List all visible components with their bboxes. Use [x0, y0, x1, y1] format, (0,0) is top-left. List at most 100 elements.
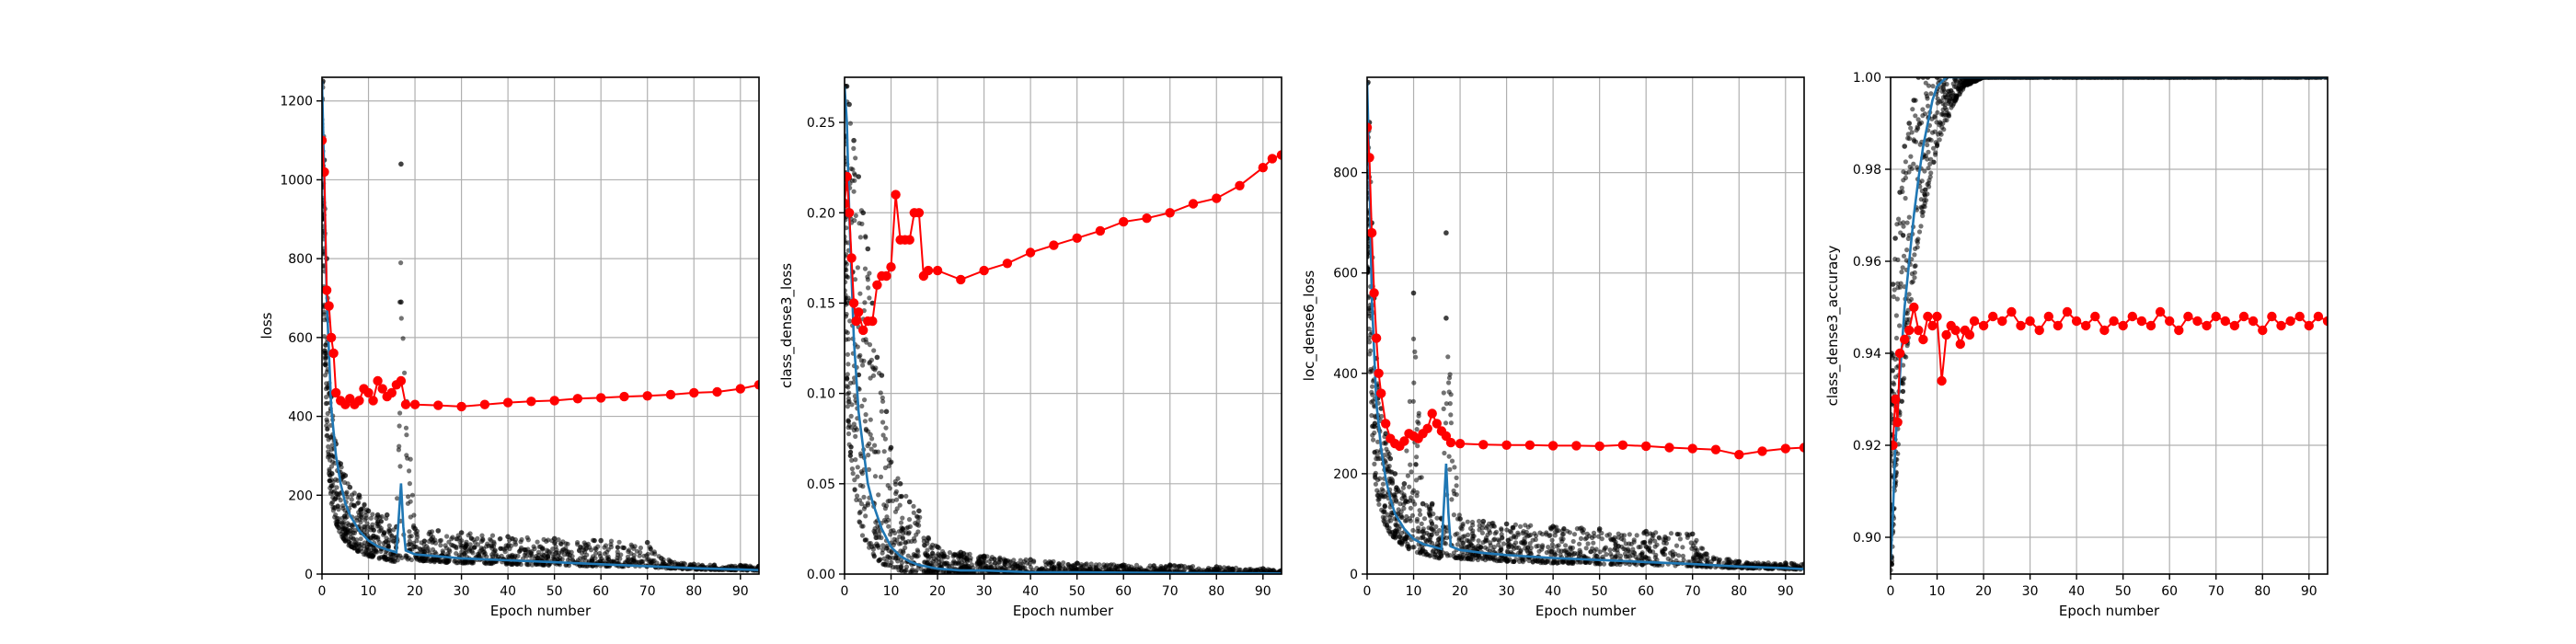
- train-batch-point: [1393, 528, 1398, 534]
- train-batch-point: [1049, 566, 1054, 571]
- train-batch-point: [851, 380, 857, 385]
- train-batch-point: [851, 145, 857, 151]
- x-tick-label: 10: [361, 584, 377, 599]
- train-batch-point: [1615, 550, 1620, 556]
- train-batch-point: [1399, 515, 1405, 521]
- train-batch-point: [926, 535, 931, 541]
- x-tick-label: 10: [883, 584, 900, 599]
- train-batch-point: [1540, 543, 1546, 548]
- train-batch-point: [330, 483, 336, 489]
- train-batch-point: [523, 561, 530, 567]
- train-batch-point: [1443, 230, 1449, 236]
- validation-point: [845, 199, 850, 209]
- x-tick-label: 60: [1115, 584, 1132, 599]
- train-batch-point: [1417, 508, 1422, 513]
- validation-point: [1235, 180, 1245, 190]
- train-batch-point: [489, 538, 494, 544]
- train-batch-point: [1907, 164, 1913, 169]
- train-batch-point: [1560, 536, 1566, 542]
- train-batch-point: [1370, 398, 1375, 404]
- train-batch-point: [363, 512, 369, 519]
- train-batch-point: [472, 545, 477, 550]
- train-batch-point: [463, 543, 468, 548]
- train-batch-point: [1488, 530, 1493, 535]
- x-tick-label: 90: [732, 584, 749, 599]
- validation-point: [1367, 227, 1377, 238]
- x-tick-label: 20: [929, 584, 946, 599]
- validation-point: [1095, 225, 1106, 236]
- validation-point: [572, 394, 583, 404]
- train-batch-point: [1039, 567, 1044, 572]
- train-batch-point: [1367, 270, 1371, 275]
- train-batch-point: [1443, 541, 1448, 546]
- x-axis-label: Epoch number: [1535, 603, 1637, 619]
- train-batch-point: [397, 410, 403, 416]
- train-batch-point: [1372, 461, 1377, 466]
- train-batch-point: [866, 466, 872, 472]
- train-batch-point: [592, 538, 597, 544]
- train-batch-point: [875, 528, 880, 534]
- train-batch-point: [998, 565, 1004, 570]
- train-batch-point: [608, 538, 615, 544]
- y-tick-label: 0.05: [807, 477, 835, 492]
- x-tick-label: 30: [454, 584, 470, 599]
- train-batch-point: [1412, 501, 1418, 507]
- validation-point: [1371, 333, 1382, 343]
- train-batch-point: [1724, 557, 1730, 562]
- train-batch-point: [1523, 523, 1528, 528]
- train-batch-point: [1378, 492, 1384, 498]
- train-batch-point: [857, 520, 863, 525]
- train-batch-point: [1428, 535, 1433, 540]
- train-batch-point: [408, 499, 413, 504]
- train-batch-point: [1640, 540, 1646, 546]
- train-batch-point: [370, 553, 376, 558]
- train-batch-point: [1478, 544, 1484, 550]
- train-batch-point: [1546, 545, 1551, 550]
- train-batch-point: [1381, 509, 1386, 515]
- validation-point: [868, 316, 878, 327]
- train-batch-point: [524, 535, 530, 540]
- train-batch-point: [1504, 527, 1510, 533]
- train-batch-point: [1431, 512, 1436, 517]
- train-batch-point: [638, 545, 644, 551]
- train-batch-point: [336, 507, 341, 512]
- train-batch-point: [1414, 454, 1420, 460]
- train-batch-point: [845, 351, 851, 357]
- x-tick-label: 50: [1592, 584, 1608, 599]
- x-tick-label: 20: [407, 584, 423, 599]
- train-batch-point: [1613, 539, 1618, 545]
- train-batch-point: [899, 568, 904, 573]
- train-batch-point: [997, 557, 1003, 562]
- train-batch-point: [1596, 526, 1603, 532]
- train-batch-point: [1368, 366, 1374, 373]
- validation-point: [1188, 199, 1199, 209]
- train-batch-point: [911, 510, 916, 515]
- train-batch-point: [322, 312, 327, 317]
- train-batch-point: [345, 481, 351, 487]
- train-batch-point: [1704, 551, 1709, 557]
- train-batch-point: [859, 533, 866, 538]
- validation-point: [1212, 193, 1222, 203]
- train-batch-point: [386, 523, 392, 528]
- train-batch-point: [847, 453, 853, 458]
- train-batch-point: [868, 417, 873, 422]
- train-batch-point: [395, 496, 400, 501]
- train-batch-point: [1367, 326, 1372, 332]
- train-batch-point: [1413, 354, 1419, 360]
- y-tick-label: 0.20: [807, 206, 835, 221]
- train-batch-point: [849, 466, 856, 472]
- train-batch-point: [1408, 462, 1413, 467]
- train-batch-point: [407, 481, 412, 487]
- train-batch-point: [1465, 556, 1470, 562]
- train-batch-point: [858, 358, 865, 363]
- train-batch-point: [1377, 476, 1383, 481]
- train-batch-point: [1419, 521, 1424, 527]
- train-batch-point: [342, 534, 349, 539]
- train-batch-point: [1091, 565, 1097, 570]
- train-batch-point: [492, 547, 498, 553]
- train-batch-point: [338, 461, 344, 466]
- train-batch-point: [925, 553, 930, 558]
- x-tick-label: 40: [1545, 584, 1561, 599]
- train-batch-point: [626, 557, 631, 562]
- train-batch-point: [865, 277, 871, 282]
